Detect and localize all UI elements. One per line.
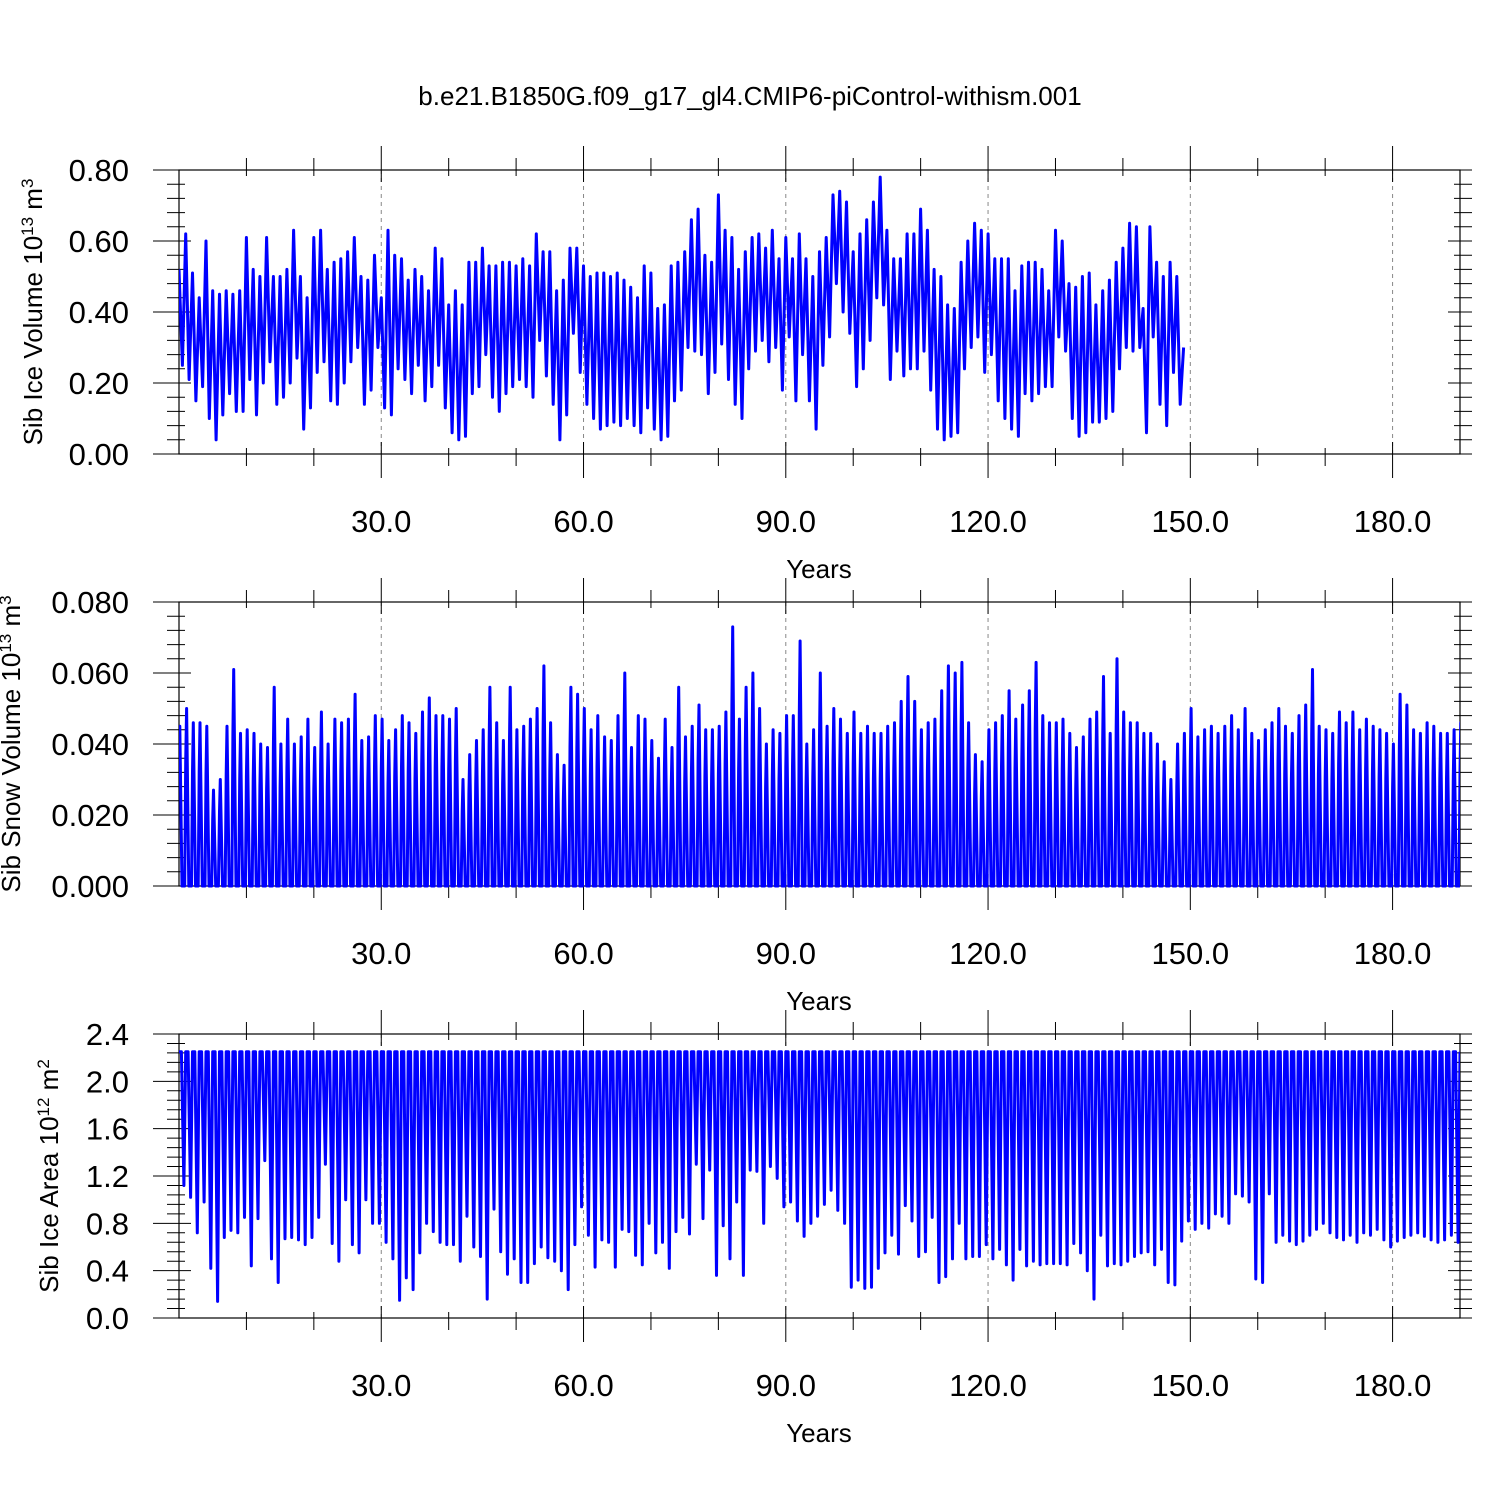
- y-axis-title-part: Sib Ice Volume 10: [18, 236, 48, 446]
- x-tick-label: 180.0: [1354, 1368, 1432, 1403]
- x-tick-label: 180.0: [1354, 936, 1432, 971]
- series-line: [179, 175, 1186, 442]
- y-axis-title: Sib Ice Volume 1013 m3: [18, 179, 49, 446]
- y-axis-title-part: Sib Ice Area 10: [34, 1116, 64, 1292]
- panel-ice-volume: 0.00 0.20 0.40 0.60 0.80 30.0 60.0 90.0 120.0 150…: [18, 146, 1472, 584]
- series-line: [179, 625, 1460, 888]
- x-tick-label: 180.0: [1354, 504, 1432, 539]
- x-tick-label: 120.0: [949, 936, 1027, 971]
- y-tick-label: 1.6: [86, 1112, 129, 1147]
- y-axis-title-superscript: 3: [18, 179, 37, 188]
- x-tick-label: 30.0: [351, 504, 411, 539]
- x-tick-label: 90.0: [756, 1368, 816, 1403]
- x-axis-title: Years: [786, 1418, 852, 1448]
- y-axis-title-superscript: 3: [0, 595, 15, 604]
- y-tick-label: 0.40: [69, 295, 129, 330]
- x-tick-label: 60.0: [553, 504, 613, 539]
- y-tick-label: 0.020: [51, 798, 129, 833]
- y-tick-label: 0.0: [86, 1301, 129, 1336]
- chart-title: b.e21.B1850G.f09_g17_gl4.CMIP6-piControl…: [418, 81, 1081, 111]
- panel-ice-area: 0.0 0.4 0.8 1.2 1.6 2.0 2.4 30.0 60.0 90.0 120.0 15…: [34, 1010, 1472, 1448]
- y-tick-label: 0.000: [51, 869, 129, 904]
- y-tick-label: 2.4: [86, 1017, 129, 1052]
- y-axis-title-superscript: 13: [0, 634, 15, 653]
- x-tick-label: 60.0: [553, 936, 613, 971]
- x-axis-title: Years: [786, 986, 852, 1016]
- y-axis-title-superscript: 2: [34, 1059, 53, 1068]
- y-axis-title-part: m: [0, 605, 26, 634]
- x-tick-label: 60.0: [553, 1368, 613, 1403]
- x-tick-label: 30.0: [351, 1368, 411, 1403]
- x-tick-label: 150.0: [1152, 504, 1230, 539]
- series-line: [179, 1050, 1460, 1303]
- y-tick-label: 0.60: [69, 224, 129, 259]
- y-axis-title-superscript: 13: [18, 217, 37, 236]
- panel-snow-volume: 0.000 0.020 0.040 0.060 0.080 30.0 60.0 90.0 120…: [0, 578, 1472, 1016]
- y-tick-label: 0.060: [51, 656, 129, 691]
- y-tick-label: 0.8: [86, 1206, 129, 1241]
- y-tick-label: 0.080: [51, 585, 129, 620]
- y-tick-label: 0.80: [69, 153, 129, 188]
- y-tick-label: 0.040: [51, 727, 129, 762]
- y-axis-title: Sib Ice Area 1012 m2: [34, 1059, 65, 1293]
- y-tick-label: 1.2: [86, 1159, 129, 1194]
- y-axis-title-part: Sib Snow Volume 10: [0, 653, 26, 893]
- x-tick-label: 150.0: [1152, 936, 1230, 971]
- x-tick-label: 120.0: [949, 1368, 1027, 1403]
- y-axis-title-part: m: [18, 188, 48, 217]
- y-tick-label: 2.0: [86, 1064, 129, 1099]
- x-tick-label: 150.0: [1152, 1368, 1230, 1403]
- y-tick-label: 0.4: [86, 1254, 129, 1289]
- y-tick-label: 0.20: [69, 366, 129, 401]
- y-axis-title-part: m: [34, 1069, 64, 1098]
- y-tick-label: 0.00: [69, 437, 129, 472]
- x-tick-label: 120.0: [949, 504, 1027, 539]
- x-tick-label: 90.0: [756, 936, 816, 971]
- x-axis-title: Years: [786, 554, 852, 584]
- y-axis-title-superscript: 12: [34, 1098, 53, 1117]
- y-axis-title: Sib Snow Volume 1013 m3: [0, 595, 26, 892]
- x-tick-label: 90.0: [756, 504, 816, 539]
- x-tick-label: 30.0: [351, 936, 411, 971]
